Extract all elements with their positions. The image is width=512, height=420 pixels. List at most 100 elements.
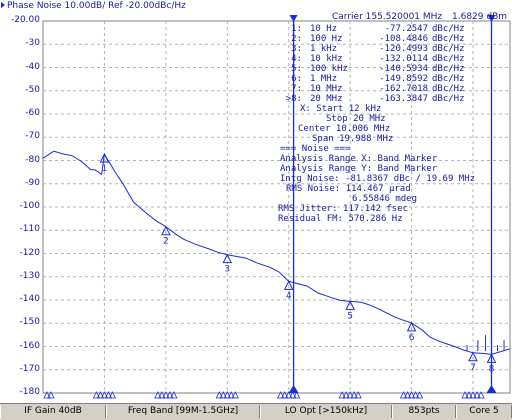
marker-value: -120.4993 — [379, 44, 428, 54]
marker-unit: dBc/Hz — [432, 64, 465, 74]
y-axis-label: -150 — [19, 317, 40, 328]
x-tick-icon — [346, 391, 354, 399]
band-marker-top-arrow[interactable] — [289, 15, 298, 22]
x-tick-icon — [215, 391, 223, 399]
x-tick-icon — [354, 391, 362, 399]
marker-table-row[interactable]: 1: 10 Hz -77.2547 dBc/Hz — [280, 24, 484, 34]
trace-marker[interactable] — [222, 253, 233, 264]
y-axis-label: -40 — [25, 61, 40, 72]
sweep-start: X: Start 12 kHz — [300, 104, 382, 114]
trace-marker[interactable] — [468, 351, 478, 362]
marker-id: 3: — [291, 44, 302, 54]
y-axis-label: -170 — [19, 363, 40, 374]
band-markers[interactable] — [288, 15, 497, 393]
y-axis-label: -30 — [25, 38, 40, 49]
trace-markers[interactable]: 1 2 3 4 5 6 7 8 — [99, 152, 497, 374]
x-tick-icon — [411, 391, 420, 399]
band-marker-bottom-arrow[interactable] — [486, 385, 497, 393]
marker-unit: dBc/Hz — [432, 74, 465, 84]
trace-marker[interactable] — [99, 152, 110, 163]
y-axis-label: -50 — [25, 84, 40, 95]
x-tick-icon — [104, 391, 113, 399]
marker-frequency: 10 Hz — [310, 24, 338, 34]
y-axis-label: -140 — [19, 294, 40, 304]
x-tick-icon — [461, 391, 469, 399]
freq-band-status[interactable]: Freq Band [99M-1.5GHz] — [106, 405, 260, 418]
trace-marker[interactable] — [283, 280, 294, 290]
x-tick-icon — [277, 391, 285, 399]
trace-marker[interactable] — [486, 353, 497, 363]
x-tick-icon — [158, 391, 166, 399]
x-tick-icon — [92, 391, 101, 399]
trace-marker-label: 1 — [102, 164, 108, 174]
marker-unit: dBc/Hz — [432, 54, 465, 64]
x-tick-icon — [477, 391, 485, 399]
lo-opt-status[interactable]: LO Opt [>150kHz] — [260, 405, 392, 418]
trace-marker-label: 2 — [163, 237, 169, 247]
x-tick-icon — [47, 391, 55, 399]
trace-marker-label: 4 — [286, 291, 292, 301]
marker-table-row[interactable]: 2: 100 Hz -108.4846 dBc/Hz — [280, 34, 484, 44]
trace-marker[interactable] — [345, 300, 355, 310]
marker-frequency: 1 MHz — [310, 74, 338, 84]
x-tick-icon — [154, 391, 162, 399]
x-tick-icon — [170, 391, 178, 399]
marker-id: 7: — [291, 84, 302, 94]
x-tick-icon — [43, 391, 51, 399]
integrated-noise: Intg Noise: -81.8367 dBc / 19.69 MHz — [280, 174, 476, 184]
marker-table-row[interactable]: 6: 1 MHz -149.8592 dBc/Hz — [280, 74, 484, 84]
band-marker-bottom-arrow[interactable] — [288, 385, 299, 393]
marker-frequency: 1 kHz — [310, 44, 338, 54]
plot-border — [42, 20, 511, 394]
trace-marker-label: 8 — [489, 364, 495, 374]
marker-unit: dBc/Hz — [432, 34, 465, 44]
points-status[interactable]: 853pts — [392, 405, 456, 418]
analysis-range-x: Analysis Range X: Band Marker — [280, 154, 438, 164]
measurement-title[interactable]: Phase Noise 10.00dB/ Ref -20.00dBc/Hz — [1, 1, 186, 11]
band-marker-top-arrow[interactable] — [487, 15, 496, 22]
y-axis-label: -120 — [19, 247, 40, 258]
status-bar: IF Gain 40dB Freq Band [99M-1.5GHz] LO O… — [0, 403, 512, 420]
trace-marker-label: 7 — [470, 363, 476, 373]
x-tick-icon — [223, 391, 231, 399]
marker-value: -163.3847 — [379, 94, 428, 104]
phase-noise-plot[interactable]: 1 2 3 4 5 6 7 8 — [0, 0, 512, 403]
trace-marker-label: 5 — [347, 311, 353, 321]
marker-frequency: 10 kHz — [310, 54, 343, 64]
marker-table-row[interactable]: 5: 100 kHz -140.5934 dBc/Hz — [280, 64, 484, 74]
marker-table-row[interactable]: >8: 20 MHz -163.3847 dBc/Hz — [280, 94, 484, 104]
x-tick-icon — [338, 391, 346, 399]
marker-unit: dBc/Hz — [432, 94, 465, 104]
trace-marker[interactable] — [161, 225, 171, 236]
trace-marker[interactable] — [406, 321, 417, 332]
y-axis-label: -80 — [25, 154, 40, 165]
marker-id: 2: — [291, 34, 302, 44]
if-gain-status[interactable]: IF Gain 40dB — [0, 405, 106, 418]
marker-table-row[interactable]: 3: 1 kHz -120.4993 dBc/Hz — [280, 44, 484, 54]
marker-table-row[interactable]: 7: 10 MHz -162.7018 dBc/Hz — [280, 84, 484, 94]
noise-header-line-left: === — [280, 144, 297, 154]
trace-marker-label: 3 — [224, 265, 230, 275]
rms-noise: RMS Noise: 114.467 µrad — [286, 184, 411, 194]
x-axis-ticks — [43, 391, 485, 399]
x-tick-icon — [219, 391, 227, 399]
x-tick-icon — [96, 391, 105, 399]
x-tick-icon — [289, 391, 297, 399]
x-tick-icon — [473, 391, 481, 399]
marker-id: 1: — [291, 24, 302, 34]
marker-table-row[interactable]: 4: 10 kHz -132.0114 dBc/Hz — [280, 54, 484, 64]
marker-value: -77.2547 — [384, 24, 428, 34]
y-axis-label: -160 — [19, 340, 40, 351]
plot-grid — [43, 21, 510, 393]
x-tick-icon — [231, 391, 239, 399]
carrier-level: 1.6829 dBm — [452, 12, 508, 22]
x-tick-icon — [227, 391, 235, 399]
x-tick-icon — [166, 391, 174, 399]
y-axis-label: -130 — [19, 270, 40, 281]
trace-line — [42, 150, 511, 355]
marker-unit: dBc/Hz — [432, 84, 465, 94]
trace-active-icon — [1, 2, 5, 8]
cores-status[interactable]: Core 5 — [456, 405, 512, 418]
x-tick-icon — [162, 391, 170, 399]
noise-header-line-right: === — [334, 144, 351, 154]
